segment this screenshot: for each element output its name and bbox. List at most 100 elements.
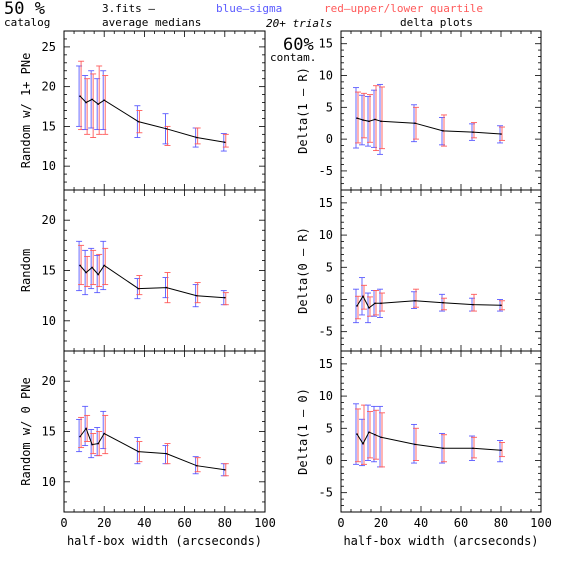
median-point xyxy=(103,432,105,435)
x-tick-label: 100 xyxy=(254,516,276,530)
median-point xyxy=(368,120,370,123)
y-tick-label: 0 xyxy=(326,292,333,306)
median-point xyxy=(414,122,416,125)
chart-panel-left-top: 10 15 20 25 Random w/ 1+ PNe xyxy=(19,30,266,191)
y-tick-label: 20 xyxy=(42,213,56,227)
x-tick-label: 40 xyxy=(137,516,151,530)
median-point xyxy=(374,302,376,305)
delta-plots-label: delta plots xyxy=(400,16,473,29)
contam-percent-label: 60% xyxy=(283,35,314,55)
median-point xyxy=(380,436,382,439)
contam-label: contam. xyxy=(270,51,316,64)
plot-frame xyxy=(340,30,542,191)
median-point xyxy=(356,117,358,119)
y-axis-label: Random w/ 1+ PNe xyxy=(19,53,33,169)
y-tick-label: 5 xyxy=(326,421,333,435)
y-tick-label: 15 xyxy=(319,37,333,51)
median-point xyxy=(224,141,226,144)
median-point xyxy=(356,433,358,435)
median-point xyxy=(374,118,376,121)
median-point xyxy=(165,127,168,130)
median-point xyxy=(79,435,81,438)
median-point xyxy=(91,443,93,446)
red-quartile-label: red—upper/lower quartile xyxy=(324,2,483,15)
y-tick-label: -5 xyxy=(319,486,333,500)
y-axis-label: Random w/ 0 PNe xyxy=(19,377,33,485)
y-tick-label: 10 xyxy=(42,314,56,328)
median-point xyxy=(224,468,226,471)
median-point xyxy=(500,449,502,451)
y-tick-label: 0 xyxy=(326,453,333,467)
x-tick-label: 40 xyxy=(414,516,428,530)
trials-label: 20+ trials xyxy=(266,17,332,30)
median-point xyxy=(195,464,198,467)
y-tick-label: 20 xyxy=(42,374,56,388)
median-point xyxy=(414,443,416,446)
median-point xyxy=(368,307,370,309)
y-tick-label: 5 xyxy=(326,260,333,274)
median-line xyxy=(356,117,502,135)
plot-frame xyxy=(63,30,266,191)
y-tick-label: 25 xyxy=(42,40,56,54)
median-point xyxy=(97,442,99,445)
x-tick-label: 80 xyxy=(494,516,508,530)
median-point xyxy=(79,95,81,97)
median-point xyxy=(362,119,364,121)
y-tick-label: 10 xyxy=(42,475,56,489)
x-tick-label: 20 xyxy=(374,516,388,530)
catalog-label: catalog xyxy=(4,16,50,29)
median-point xyxy=(442,447,444,450)
median-point xyxy=(97,103,99,105)
y-tick-label: 15 xyxy=(319,357,333,371)
y-tick-label: -5 xyxy=(319,325,333,339)
y-axis-label: Delta(1 — R) xyxy=(296,67,310,154)
median-point xyxy=(356,305,358,307)
y-tick-label: 20 xyxy=(42,80,56,94)
plot-frame xyxy=(63,350,266,513)
median-point xyxy=(137,450,140,453)
x-tick-label: 60 xyxy=(454,516,468,530)
y-tick-label: 10 xyxy=(319,69,333,83)
median-point xyxy=(97,273,99,276)
median-point xyxy=(414,299,416,302)
median-point xyxy=(442,130,444,132)
y-axis-label: Delta(1 — 0) xyxy=(296,388,310,475)
y-tick-label: 15 xyxy=(319,196,333,210)
median-point xyxy=(362,442,364,445)
chart-panel-left-bottom: 10 15 20 0 20 40 60 80 100 Random w/ 0 PNe half-bo… xyxy=(19,350,276,548)
median-point xyxy=(137,120,140,123)
average-medians-label: average medians xyxy=(102,16,201,29)
y-tick-label: 10 xyxy=(319,389,333,403)
x-axis-label: half-box width (arcseconds) xyxy=(343,534,538,548)
median-point xyxy=(85,101,87,104)
y-tick-label: 0 xyxy=(326,132,333,146)
median-point xyxy=(374,433,376,436)
x-tick-label: 100 xyxy=(530,516,552,530)
median-point xyxy=(380,120,382,123)
median-point xyxy=(195,136,198,139)
median-point xyxy=(362,295,364,298)
chart-panel-left-middle: 10 15 20 Random xyxy=(19,189,266,352)
median-point xyxy=(472,131,474,133)
median-point xyxy=(500,133,502,135)
median-point xyxy=(380,302,382,305)
median-line xyxy=(79,427,225,471)
median-point xyxy=(103,264,105,267)
median-point xyxy=(472,303,474,306)
y-tick-label: 5 xyxy=(326,100,333,114)
median-line xyxy=(356,295,502,309)
y-tick-label: 10 xyxy=(319,228,333,242)
y-tick-label: 15 xyxy=(42,119,56,133)
chart-panel-right-top: -5 0 5 10 15 Delta(1 — R) xyxy=(296,30,542,191)
median-line xyxy=(79,95,225,143)
percent-label: 50 % xyxy=(4,0,45,19)
y-tick-label: -5 xyxy=(319,164,333,178)
median-point xyxy=(472,447,474,450)
y-tick-label: 15 xyxy=(42,425,56,439)
median-point xyxy=(442,301,444,304)
y-tick-label: 15 xyxy=(42,264,56,278)
x-axis-label: half-box width (arcseconds) xyxy=(67,534,262,548)
median-point xyxy=(85,427,87,430)
x-tick-label: 80 xyxy=(218,516,232,530)
